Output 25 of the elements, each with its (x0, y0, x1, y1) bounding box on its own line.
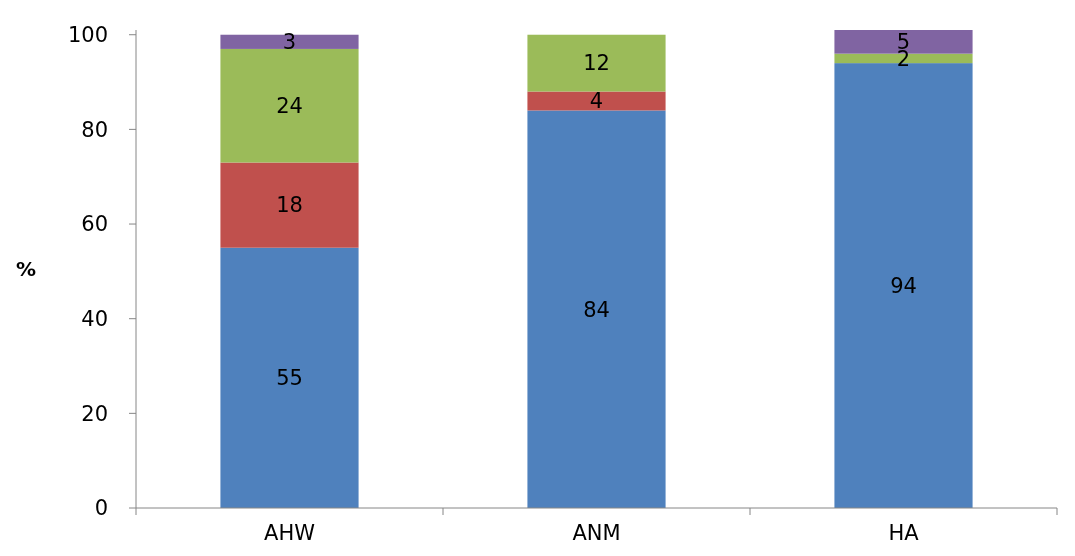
data-label: 84 (583, 297, 610, 322)
bar (220, 247, 359, 508)
y-tick-label: 60 (81, 212, 108, 237)
y-tick-label: 80 (81, 117, 108, 142)
data-label: 3 (282, 30, 297, 55)
x-tick-label: ANM (572, 521, 621, 545)
bar (220, 48, 359, 163)
data-label: 12 (583, 51, 610, 76)
x-tick-label: HA (888, 521, 920, 545)
y-tick-label: 20 (81, 401, 108, 426)
bar (527, 110, 666, 508)
data-label: 24 (276, 94, 303, 119)
data-label: 94 (890, 273, 917, 298)
bar (220, 162, 359, 248)
x-tick-label: AHW (264, 521, 316, 545)
bar (527, 34, 666, 92)
data-label: 4 (589, 89, 604, 114)
y-axis-title: % (15, 257, 37, 281)
y-tick-label: 40 (81, 307, 108, 332)
y-tick-label: 0 (94, 496, 108, 521)
bar (527, 91, 666, 111)
data-label: 55 (276, 366, 303, 391)
bar (220, 34, 359, 49)
data-label: 18 (276, 193, 303, 218)
y-tick-label: 100 (67, 23, 108, 48)
